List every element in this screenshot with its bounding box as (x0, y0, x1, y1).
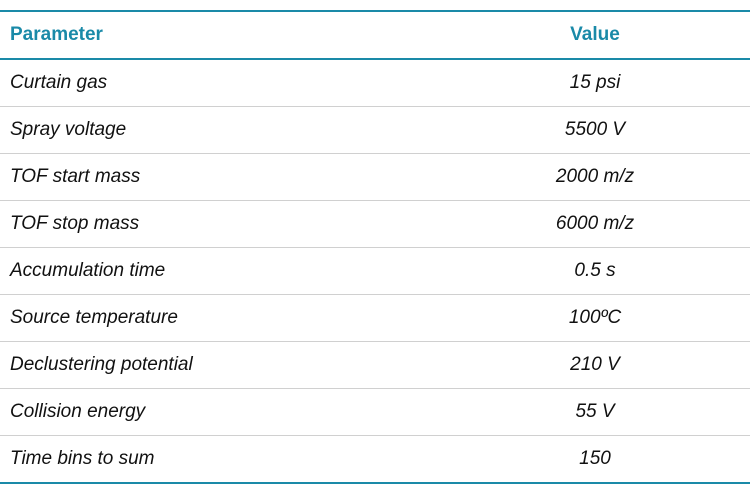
table-cell: Spray voltage (0, 106, 440, 154)
header-row: Parameter Value (0, 11, 750, 60)
table-row: Source temperature 100ºC (0, 294, 750, 342)
table-row: Accumulation time 0.5 s (0, 247, 750, 295)
table-container: Parameter Value Curtain gas 15 psi Spray vo… (0, 10, 750, 484)
table-cell: 15 psi (440, 59, 750, 107)
table-cell: TOF start mass (0, 153, 440, 201)
header-cell: Parameter (0, 11, 440, 60)
header-cell: Value (440, 11, 750, 60)
table-cell: 0.5 s (440, 247, 750, 295)
table-cell: TOF stop mass (0, 200, 440, 248)
table-cell: 210 V (440, 341, 750, 389)
table-cell: Collision energy (0, 388, 440, 436)
table-head: Parameter Value (0, 11, 750, 60)
table-cell: 100ºC (440, 294, 750, 342)
parameter-table: Parameter Value Curtain gas 15 psi Spray vo… (0, 10, 750, 484)
table-cell: Source temperature (0, 294, 440, 342)
table-cell: 5500 V (440, 106, 750, 154)
table-body: Curtain gas 15 psi Spray voltage 5500 V TOF … (0, 59, 750, 483)
table-cell: Curtain gas (0, 59, 440, 107)
table-cell: 2000 m/z (440, 153, 750, 201)
table-row: Curtain gas 15 psi (0, 59, 750, 107)
table-row: Time bins to sum 150 (0, 436, 750, 484)
table-cell: Declustering potential (0, 341, 440, 389)
table-cell: 150 (579, 448, 611, 469)
table-row: Declustering potential 210 V (0, 341, 750, 389)
table-row: Spray voltage 5500 V (0, 106, 750, 154)
table-cell: 55 V (440, 388, 750, 436)
table-row: TOF start mass 2000 m/z (0, 153, 750, 201)
table-cell: Time bins to sum (10, 448, 155, 469)
table-cell: Accumulation time (0, 247, 440, 295)
table-row: Collision energy 55 V (0, 388, 750, 436)
table-row: TOF stop mass 6000 m/z (0, 200, 750, 248)
table-cell: 6000 m/z (440, 200, 750, 248)
